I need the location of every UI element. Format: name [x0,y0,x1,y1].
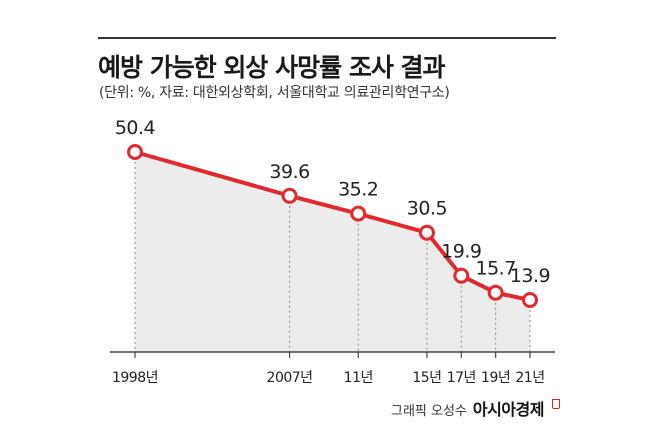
value-label-6: 13.9 [510,265,550,287]
value-label-2: 35.2 [338,179,378,201]
x-tick-label-0: 1998년 [112,370,158,386]
data-point-0 [127,144,143,160]
data-point-3 [418,224,435,241]
chart-subtitle: (단위: %, 자료: 대한외상학회, 서울대학교 의료관리학연구소) [99,85,450,101]
data-point-4 [453,267,470,284]
chart-title: 예방 가능한 외상 사망률 조사 결과 [98,53,446,82]
x-tick-label-4: 17년 [447,370,476,386]
x-tick-label-5: 19년 [481,370,510,386]
x-tick-label-1: 2007년 [267,370,313,386]
value-label-5: 15.7 [475,258,515,280]
brand-logo-icon [552,399,560,409]
graphic-credit: 그래픽 오성수 [390,404,467,419]
x-tick-label-6: 21년 [515,370,544,386]
data-point-5 [487,284,504,301]
x-tick-label-2: 11년 [344,370,373,386]
value-label-0: 50.4 [115,117,156,139]
value-label-4: 19.9 [441,241,481,263]
area-fill [135,152,530,352]
top-rule [98,37,556,39]
data-point-1 [281,187,298,204]
data-point-6 [522,292,538,308]
data-point-2 [350,205,367,222]
x-tick-label-3: 15년 [412,370,441,386]
value-label-1: 39.6 [269,161,309,183]
credit-line: 그래픽 오성수 아시아경제 [391,396,560,420]
publisher-brand: 아시아경제 [472,400,545,419]
value-label-3: 30.5 [407,198,447,220]
